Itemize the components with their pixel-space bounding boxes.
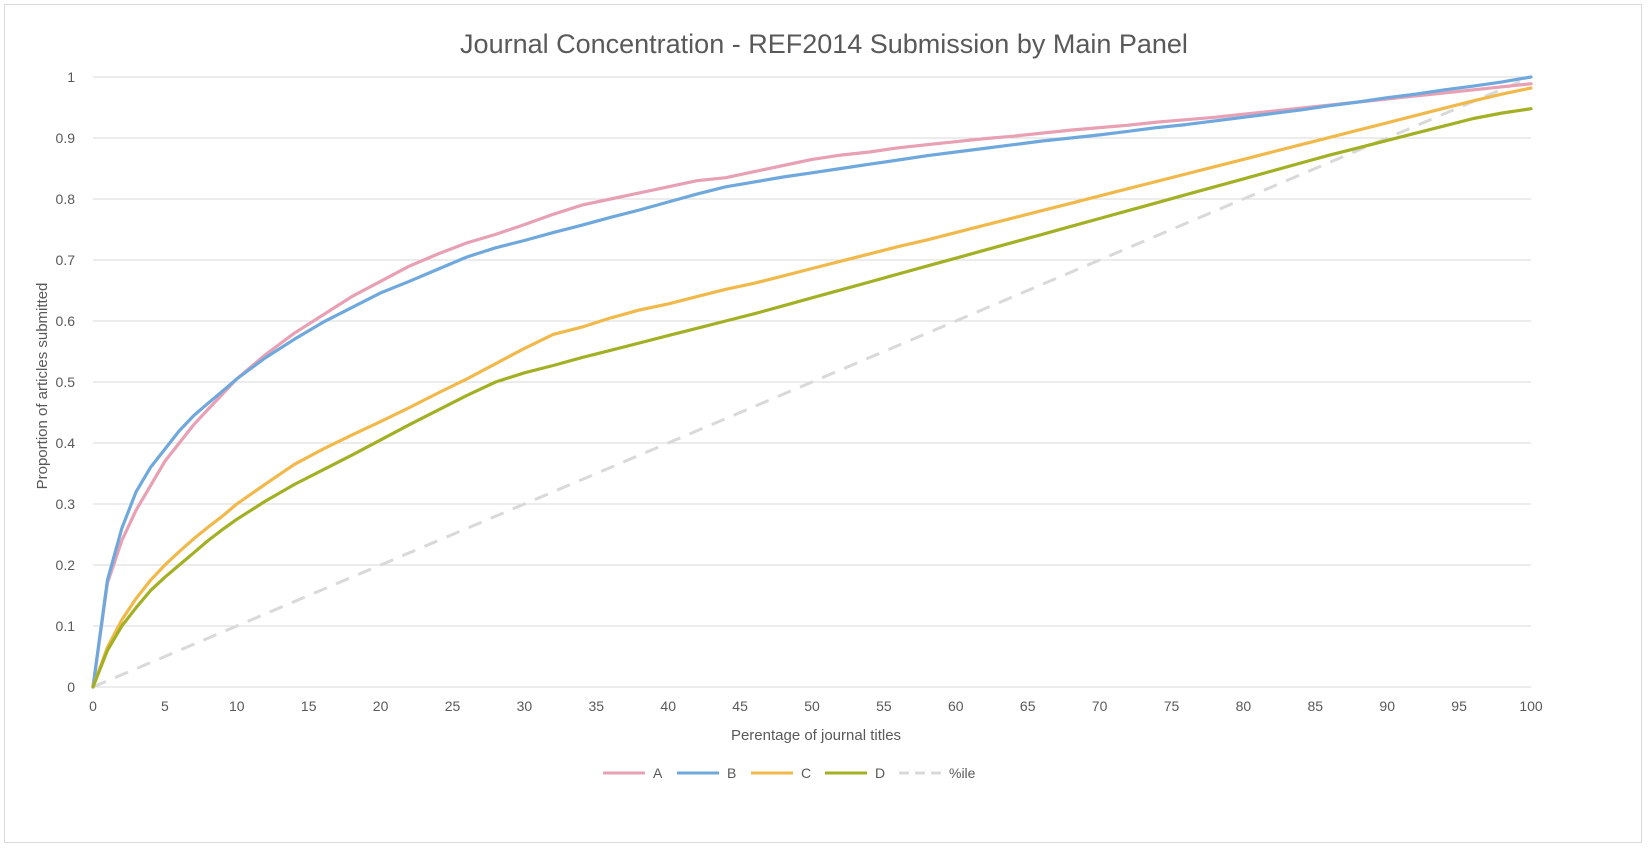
chart-title: Journal Concentration - REF2014 Submissi… <box>460 29 1188 59</box>
series-line-B <box>91 75 1533 689</box>
y-axis-ticks: 0 0.1 0.2 0.3 0.4 0.5 0.6 0.7 0.8 0.9 1 <box>56 69 76 695</box>
y-tick-label: 0.9 <box>56 130 76 146</box>
legend-item-A[interactable]: A <box>603 765 663 781</box>
y-tick-label: 0 <box>67 679 75 695</box>
legend-item-C[interactable]: C <box>751 765 811 781</box>
x-tick-label: 45 <box>732 698 748 714</box>
series-lines <box>91 75 1533 689</box>
x-tick-label: 0 <box>89 698 97 714</box>
legend-label: B <box>727 765 736 781</box>
x-tick-label: 40 <box>660 698 676 714</box>
legend-item-B[interactable]: B <box>677 765 736 781</box>
legend-label: A <box>653 765 663 781</box>
series-line-C <box>91 86 1533 689</box>
legend-item-%ile[interactable]: %ile <box>899 765 976 781</box>
x-tick-label: 60 <box>948 698 964 714</box>
x-axis-ticks: 0 5 10 15 20 25 30 35 40 45 50 55 60 65 70 75 80 85 90 95 10… <box>89 698 1543 714</box>
x-tick-label: 75 <box>1164 698 1180 714</box>
x-tick-label: 10 <box>229 698 245 714</box>
x-tick-label: 50 <box>804 698 820 714</box>
y-tick-label: 0.6 <box>56 313 76 329</box>
chart-frame: Journal Concentration - REF2014 Submissi… <box>4 4 1642 843</box>
series-line-%ile <box>92 75 1532 689</box>
x-tick-label: 65 <box>1020 698 1036 714</box>
series-line-A <box>91 82 1533 689</box>
legend-label: %ile <box>949 765 976 781</box>
x-tick-label: 35 <box>589 698 605 714</box>
x-tick-label: 55 <box>876 698 892 714</box>
line-chart: Journal Concentration - REF2014 Submissi… <box>34 29 1543 781</box>
x-tick-label: 30 <box>517 698 533 714</box>
y-tick-label: 0.5 <box>56 374 76 390</box>
x-tick-label: 70 <box>1092 698 1108 714</box>
y-tick-label: 0.8 <box>56 191 76 207</box>
x-tick-label: 95 <box>1451 698 1467 714</box>
y-tick-label: 0.1 <box>56 618 76 634</box>
series-line-D <box>91 107 1533 689</box>
x-axis-title: Perentage of journal titles <box>731 727 901 744</box>
x-tick-label: 5 <box>161 698 169 714</box>
y-axis-title: Proportion of articles submitted <box>34 283 51 490</box>
x-tick-label: 20 <box>373 698 389 714</box>
x-tick-label: 85 <box>1308 698 1324 714</box>
x-tick-label: 90 <box>1379 698 1395 714</box>
y-tick-label: 0.2 <box>56 557 76 573</box>
legend-label: D <box>875 765 885 781</box>
legend: A B C D %ile <box>603 765 976 781</box>
legend-item-D[interactable]: D <box>825 765 885 781</box>
y-tick-label: 0.7 <box>56 252 76 268</box>
y-tick-label: 1 <box>67 69 75 85</box>
y-tick-label: 0.4 <box>56 435 76 451</box>
x-tick-label: 100 <box>1519 698 1543 714</box>
x-tick-label: 80 <box>1236 698 1252 714</box>
x-tick-label: 25 <box>445 698 461 714</box>
x-tick-label: 15 <box>301 698 317 714</box>
legend-label: C <box>801 765 811 781</box>
y-tick-label: 0.3 <box>56 496 76 512</box>
